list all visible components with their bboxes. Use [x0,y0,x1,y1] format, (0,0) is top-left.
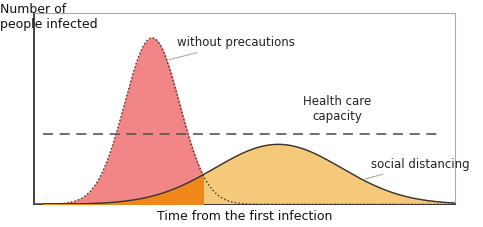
Text: without precautions: without precautions [170,36,295,60]
Text: social distancing: social distancing [365,158,469,179]
Text: Health care
capacity: Health care capacity [303,95,371,123]
Text: Number of
people infected: Number of people infected [0,3,98,31]
X-axis label: Time from the first infection: Time from the first infection [157,210,332,223]
